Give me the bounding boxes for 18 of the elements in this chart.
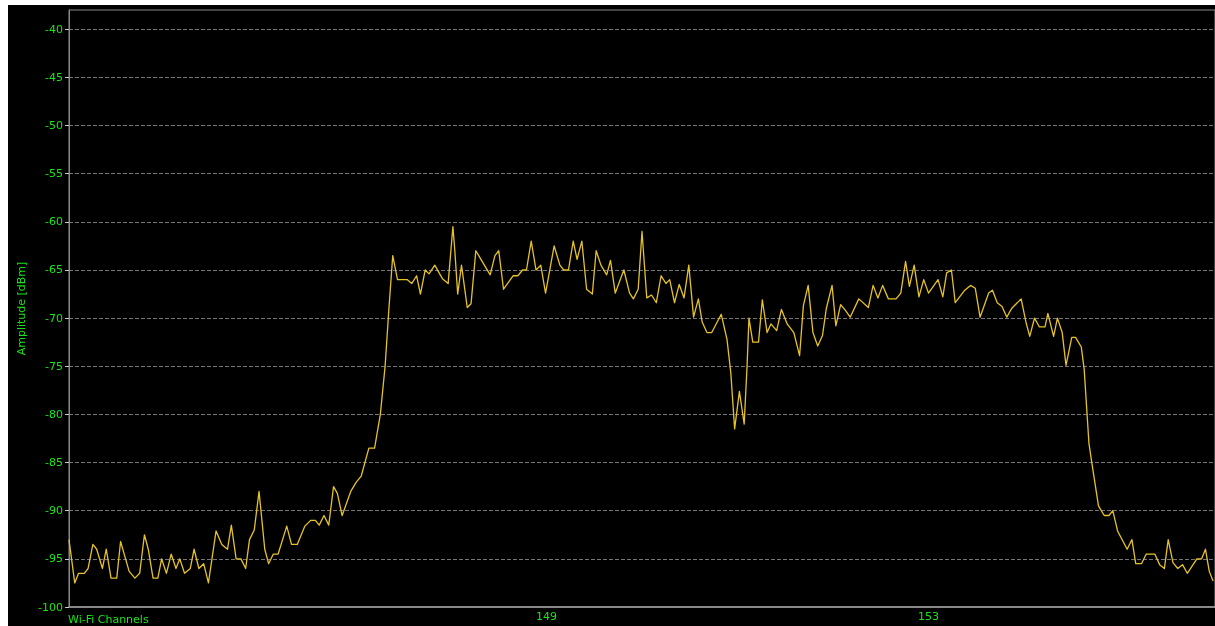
- y-tick-label: -100: [38, 600, 63, 614]
- y-tick-label: -70: [45, 311, 63, 325]
- x-tick-label: 149: [536, 610, 557, 623]
- y-tick-label: -80: [45, 407, 63, 421]
- y-tick-label: -55: [45, 167, 63, 181]
- y-tick-label: -90: [45, 504, 63, 518]
- y-tick-label: -60: [45, 215, 63, 229]
- x-tick-label: 153: [918, 610, 939, 623]
- y-axis-title: Amplitude [dBm]: [15, 261, 28, 356]
- line-series: [68, 226, 1214, 584]
- y-tick-label: -45: [45, 70, 63, 84]
- y-tick-label: -95: [45, 552, 63, 566]
- x-axis-title: Wi-Fi Channels: [68, 613, 149, 626]
- y-tick-label: -40: [45, 22, 63, 36]
- y-tick-label: -50: [45, 119, 63, 133]
- y-tick-label: -65: [45, 263, 63, 277]
- y-tick-label: -85: [45, 456, 63, 470]
- y-tick-label: -75: [45, 359, 63, 373]
